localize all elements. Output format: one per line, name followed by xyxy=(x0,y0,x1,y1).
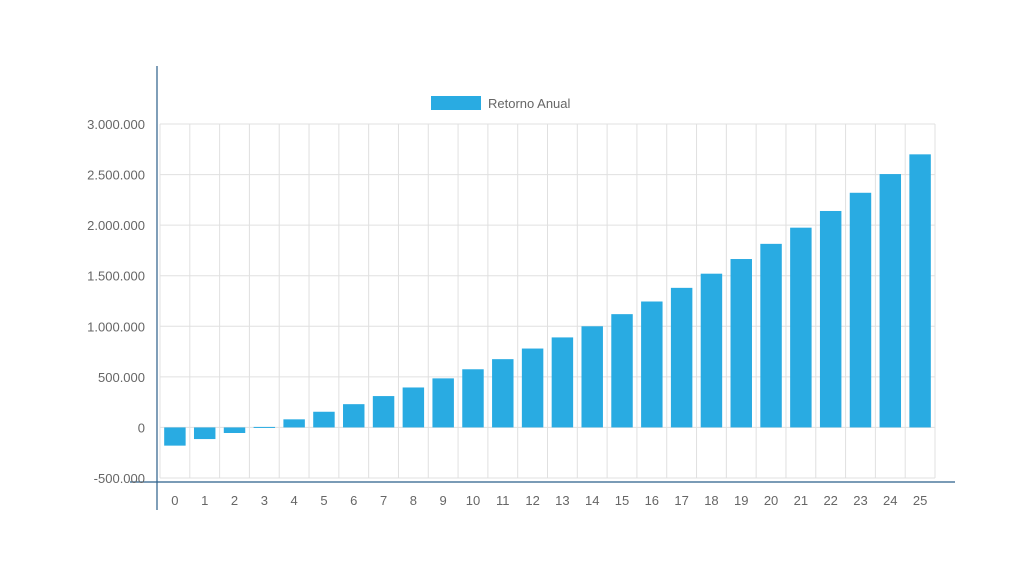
x-tick-label: 18 xyxy=(704,493,718,508)
x-tick-label: 22 xyxy=(823,493,837,508)
bar-22 xyxy=(819,210,842,428)
bar-3 xyxy=(253,426,276,428)
x-tick-label: 8 xyxy=(410,493,417,508)
x-tick-label: 5 xyxy=(320,493,327,508)
bar-14 xyxy=(581,326,603,428)
y-tick-label: 2.000.000 xyxy=(87,218,145,233)
bar-7 xyxy=(372,396,395,428)
x-tick-label: 20 xyxy=(764,493,778,508)
bar-15 xyxy=(611,314,633,428)
bar-25 xyxy=(909,154,931,428)
x-tick-label: 25 xyxy=(913,493,927,508)
y-tick-label: 500.000 xyxy=(98,370,145,385)
x-tick-label: 14 xyxy=(585,493,599,508)
x-tick-label: 7 xyxy=(380,493,387,508)
bar-20 xyxy=(760,243,782,428)
x-tick-label: 13 xyxy=(555,493,569,508)
x-tick-label: 0 xyxy=(171,493,178,508)
legend-label: Retorno Anual xyxy=(488,96,571,111)
bar-17 xyxy=(670,287,693,428)
y-tick-label: 1.500.000 xyxy=(87,269,145,284)
y-tick-label: -500.000 xyxy=(94,471,145,486)
bar-1 xyxy=(193,427,216,440)
x-tick-label: 6 xyxy=(350,493,357,508)
bar-0 xyxy=(164,427,186,446)
bar-6 xyxy=(343,404,365,428)
x-tick-label: 4 xyxy=(291,493,298,508)
x-tick-label: 2 xyxy=(231,493,238,508)
bar-12 xyxy=(521,348,544,428)
bar-23 xyxy=(849,192,872,428)
bar-24 xyxy=(879,174,902,428)
legend-swatch xyxy=(431,96,481,110)
bar-11 xyxy=(492,359,514,428)
x-tick-labels: 0 1 2 3 4 5 6 7 8 9 10 11 12 13 14 15 16 17 18 19 20 21 22 23 24… xyxy=(171,493,927,508)
x-tick-label: 12 xyxy=(525,493,539,508)
x-tick-label: 24 xyxy=(883,493,897,508)
bars xyxy=(164,154,931,446)
x-tick-label: 10 xyxy=(466,493,480,508)
bar-18 xyxy=(700,273,723,428)
bar-21 xyxy=(790,227,812,428)
bar-13 xyxy=(551,337,574,428)
y-tick-label: 0 xyxy=(138,420,145,435)
x-tick-label: 19 xyxy=(734,493,748,508)
bar-9 xyxy=(432,378,454,428)
y-tick-label: 1.000.000 xyxy=(87,319,145,334)
x-tick-label: 17 xyxy=(674,493,688,508)
bar-19 xyxy=(730,259,752,428)
x-tick-label: 1 xyxy=(201,493,208,508)
y-tick-label: 3.000.000 xyxy=(87,117,145,132)
x-tick-label: 9 xyxy=(440,493,447,508)
y-tick-labels: -500.000 0 500.000 1.000.000 1.500.000 2.000.… xyxy=(87,117,145,486)
grid xyxy=(159,123,936,479)
y-tick-label: 2.500.000 xyxy=(87,168,145,183)
bar-4 xyxy=(283,419,305,428)
bar-2 xyxy=(223,427,246,433)
axes xyxy=(130,66,955,510)
bar-10 xyxy=(462,369,484,428)
legend: Retorno Anual xyxy=(431,96,571,111)
x-tick-label: 16 xyxy=(645,493,659,508)
x-tick-label: 11 xyxy=(496,493,510,508)
x-tick-label: 21 xyxy=(794,493,808,508)
bar-8 xyxy=(402,387,425,428)
x-tick-label: 3 xyxy=(261,493,268,508)
x-tick-label: 15 xyxy=(615,493,629,508)
x-tick-label: 23 xyxy=(853,493,867,508)
bar-5 xyxy=(313,411,335,428)
bar-16 xyxy=(641,301,663,428)
